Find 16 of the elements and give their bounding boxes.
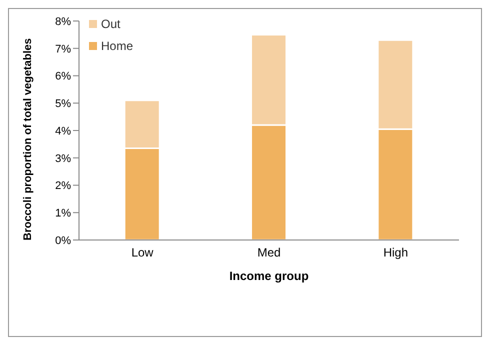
x-tick-label: Low	[131, 246, 154, 260]
y-tick-label: 6%	[55, 70, 72, 83]
y-tick-label: 3%	[55, 152, 72, 165]
y-tick-label: 1%	[55, 208, 72, 220]
legend-label: Out	[101, 17, 120, 31]
y-axis-title: Broccoli proportion of total vegetables	[22, 38, 34, 240]
y-tick-label: 2%	[55, 180, 72, 192]
legend-label: Home	[101, 39, 134, 53]
x-axis-title: Income group	[229, 269, 309, 283]
x-tick-label: High	[383, 246, 408, 260]
y-tick-label: 7%	[55, 43, 72, 56]
y-tick-label: 0%	[55, 234, 72, 247]
x-tick-label: Med	[257, 246, 281, 260]
y-tick-label: 4%	[55, 125, 72, 138]
y-tick-label: 5%	[55, 98, 72, 110]
y-tick-label: 8%	[55, 16, 72, 28]
